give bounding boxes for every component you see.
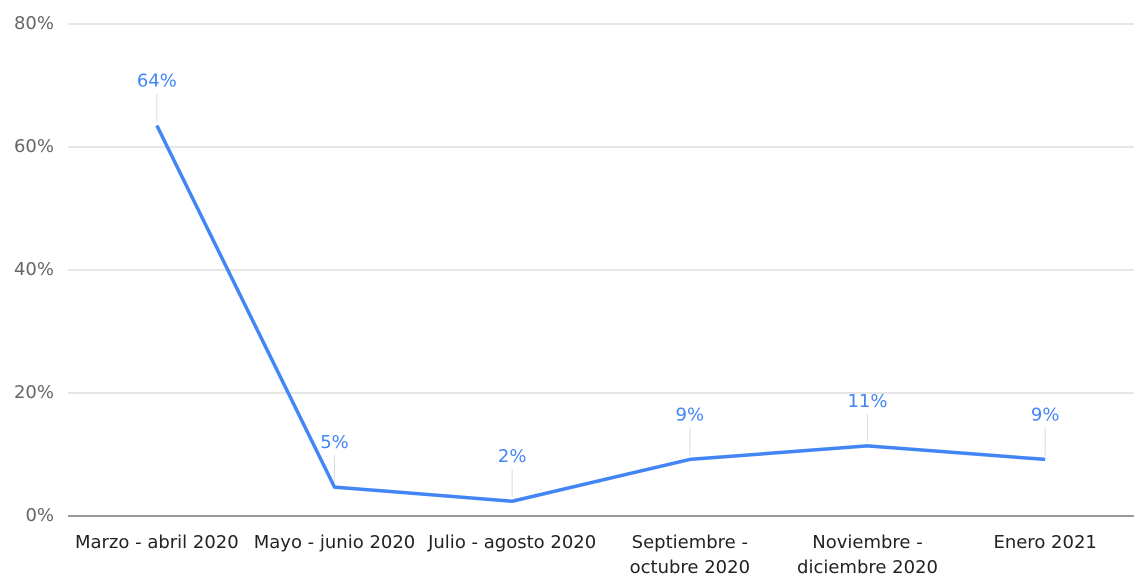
- y-tick-label: 60%: [14, 136, 54, 157]
- y-tick-label: 0%: [25, 505, 54, 526]
- x-tick-label: Septiembre - octubre 2020: [629, 532, 751, 578]
- x-tick-label: Marzo - abril 2020: [74, 532, 239, 553]
- y-tick-label: 40%: [14, 259, 54, 280]
- data-label: 2%: [498, 446, 527, 467]
- y-tick-label: 80%: [14, 13, 54, 34]
- x-tick-label: Enero 2021: [993, 532, 1097, 553]
- x-tick-label: Noviembre - diciembre 2020: [797, 532, 938, 578]
- y-tick-label: 20%: [14, 382, 54, 403]
- data-label: 9%: [1031, 404, 1060, 425]
- data-label: 5%: [320, 432, 349, 453]
- data-label: 11%: [847, 391, 887, 412]
- line: [155, 124, 1046, 503]
- data-label: 64%: [137, 70, 177, 91]
- x-tick-label: Julio - agosto 2020: [428, 532, 597, 553]
- x-tick-label: Mayo - junio 2020: [253, 532, 416, 553]
- data-label: 9%: [676, 404, 705, 425]
